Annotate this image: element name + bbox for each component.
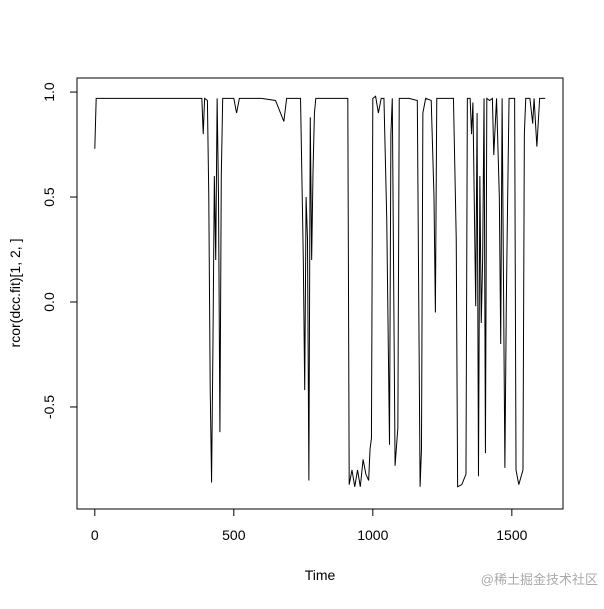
x-tick-label: 1500 bbox=[496, 527, 527, 543]
x-tick-label: 500 bbox=[222, 527, 246, 543]
y-tick-label: 1.0 bbox=[41, 82, 57, 102]
x-tick-label: 1000 bbox=[357, 527, 388, 543]
series-line bbox=[94, 95, 546, 488]
plot-box bbox=[76, 77, 564, 510]
y-tick-label: 0.5 bbox=[41, 187, 57, 207]
watermark: @稀土掘金技术社区 bbox=[481, 572, 598, 587]
y-tick-label: 0.0 bbox=[41, 292, 57, 312]
x-tick-label: 0 bbox=[91, 527, 99, 543]
x-axis-label: Time bbox=[305, 567, 336, 583]
y-axis-label: rcor(dcc.fit)[1, 2, ] bbox=[7, 239, 23, 348]
y-tick-label: -0.5 bbox=[41, 395, 57, 419]
